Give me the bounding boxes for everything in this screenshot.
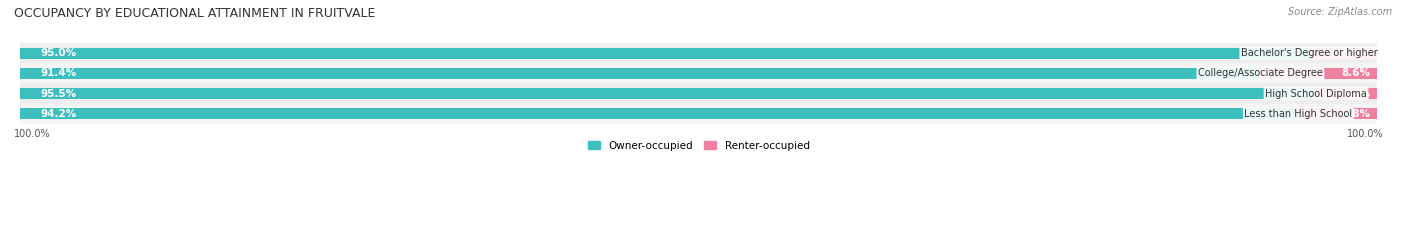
Bar [21, 88, 1316, 99]
Bar [21, 104, 1376, 124]
Bar [21, 48, 1309, 59]
Text: Source: ZipAtlas.com: Source: ZipAtlas.com [1288, 7, 1392, 17]
Text: 100.0%: 100.0% [1347, 129, 1384, 139]
Bar [21, 68, 1260, 79]
Text: 100.0%: 100.0% [14, 129, 51, 139]
Text: 91.4%: 91.4% [41, 68, 77, 78]
Bar [21, 83, 1376, 104]
Text: 8.6%: 8.6% [1341, 68, 1371, 78]
Text: 95.0%: 95.0% [41, 48, 77, 58]
Text: 4.5%: 4.5% [1341, 89, 1371, 99]
Bar [1298, 108, 1376, 119]
Text: High School Diploma: High School Diploma [1265, 89, 1367, 99]
Bar [21, 43, 1376, 63]
Text: Bachelor's Degree or higher: Bachelor's Degree or higher [1241, 48, 1378, 58]
Bar [1316, 88, 1376, 99]
Bar [1309, 48, 1376, 59]
Bar [1260, 68, 1376, 79]
Text: 5.8%: 5.8% [1341, 109, 1371, 119]
Legend: Owner-occupied, Renter-occupied: Owner-occupied, Renter-occupied [583, 137, 814, 155]
Text: Less than High School: Less than High School [1244, 109, 1353, 119]
Text: 94.2%: 94.2% [41, 109, 77, 119]
Bar [21, 63, 1376, 83]
Bar [21, 108, 1298, 119]
Text: OCCUPANCY BY EDUCATIONAL ATTAINMENT IN FRUITVALE: OCCUPANCY BY EDUCATIONAL ATTAINMENT IN F… [14, 7, 375, 20]
Text: 95.5%: 95.5% [41, 89, 77, 99]
Text: 5.0%: 5.0% [1341, 48, 1371, 58]
Text: College/Associate Degree: College/Associate Degree [1198, 68, 1323, 78]
